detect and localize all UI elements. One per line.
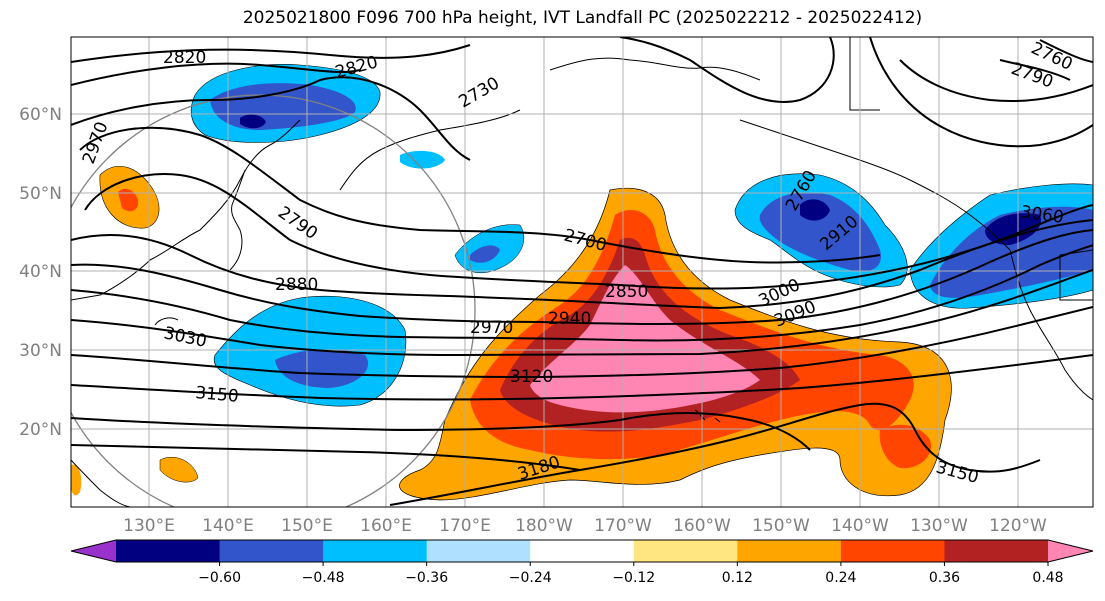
colorbar-tick-label: 0.12 [722,570,753,586]
lon-label: 170°E [439,516,491,536]
lon-label: 140°E [202,516,254,536]
contour-label: 2730 [456,73,503,112]
gridlines [71,37,1093,507]
colorbar-swatch [840,540,945,562]
lat-label: 50°N [19,184,62,204]
lon-label: 120°W [989,516,1047,536]
contour-label: 3120 [510,367,553,387]
colorbar-swatch [737,540,842,562]
contour-label: 2970 [79,119,113,166]
ivt-negative-shading [190,64,1093,407]
colorbar-tick-label: −0.12 [612,570,655,586]
contour-label: 2880 [275,275,318,295]
colorbar-tick-label: −0.60 [198,570,241,586]
colorbar-tick-label: −0.48 [302,570,345,586]
colorbar: −0.60 −0.48 −0.36 −0.24 −0.12 0.12 0.24 0.36 0.4… [70,539,1094,586]
domain-circle [71,94,476,507]
lat-label: 40°N [19,262,62,282]
contour-label: 2820 [163,48,206,68]
height-contours [71,37,1093,506]
colorbar-swatch [633,540,738,562]
latitude-labels: 60°N 50°N 40°N 30°N 20°N [19,105,62,440]
colorbar-ticks: −0.60 −0.48 −0.36 −0.24 −0.12 0.12 0.24 0.36 0.4… [198,562,1064,586]
colorbar-swatch [426,540,531,562]
contour-label: 3150 [934,458,981,489]
map-title: 2025021800 F096 700 hPa height, IVT Land… [242,8,923,28]
lon-label: 150°E [281,516,333,536]
colorbar-swatches [70,539,1094,563]
colorbar-swatch [530,540,635,562]
contour-label: 3150 [195,383,240,407]
lon-label: 150°W [752,516,810,536]
colorbar-outline [70,539,1094,563]
coastlines [71,37,1093,507]
colorbar-extend-high [1048,540,1093,562]
colorbar-tick-label: −0.24 [509,570,552,586]
contour-label: 3030 [162,323,208,352]
lat-label: 30°N [19,341,62,361]
colorbar-tick-label: 0.48 [1032,570,1063,586]
colorbar-swatch [323,540,428,562]
map-frame [70,36,1094,508]
longitude-labels: 130°E 140°E 150°E 160°E 170°E 180°W 170°… [123,516,1047,536]
colorbar-tick-label: 0.24 [825,570,856,586]
contour-label: 2940 [548,309,591,329]
lon-label: 140°W [831,516,889,536]
lon-label: 130°E [123,516,175,536]
contour-label: 2790 [274,203,321,244]
map-area [71,37,1093,507]
colorbar-tick-label: −0.36 [405,570,448,586]
colorbar-swatch [944,540,1049,562]
colorbar-swatch [219,540,324,562]
colorbar-extend-low [71,540,116,562]
colorbar-swatch [116,540,221,562]
lon-label: 180°W [515,516,573,536]
contour-label: 2850 [605,282,648,302]
lon-label: 160°E [360,516,412,536]
lat-label: 20°N [19,420,62,440]
contour-label: 2970 [470,318,513,338]
lon-label: 160°W [673,516,731,536]
lon-label: 170°W [594,516,652,536]
lat-label: 60°N [19,105,62,125]
colorbar-tick-label: 0.36 [929,570,960,586]
lon-label: 130°W [910,516,968,536]
